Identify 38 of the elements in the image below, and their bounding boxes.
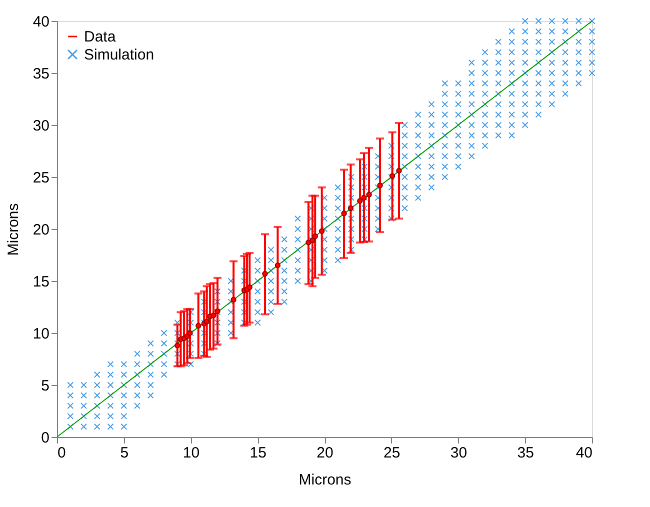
- x-tick-label: 15: [250, 444, 266, 462]
- point: [274, 262, 281, 268]
- x-tick-label: 40: [576, 444, 592, 462]
- point: [210, 312, 216, 318]
- point: [366, 192, 372, 198]
- point: [204, 318, 210, 324]
- x-tick-label: 5: [120, 444, 129, 462]
- y-tick-label: 35: [32, 66, 50, 82]
- x-tick-label: 20: [316, 444, 334, 462]
- y-tick-label: 15: [32, 274, 50, 290]
- y-tick-label: 20: [32, 222, 50, 238]
- point: [174, 342, 180, 348]
- point: [230, 296, 236, 303]
- y-tick-label: 30: [32, 118, 50, 134]
- y-tick-label: 25: [32, 170, 50, 186]
- point: [377, 182, 383, 188]
- point: [318, 228, 325, 234]
- legend-label: Simulation: [84, 46, 154, 64]
- point: [341, 210, 347, 216]
- y-tick-label: 40: [32, 14, 50, 30]
- x-tick-label: 30: [450, 444, 468, 462]
- point: [246, 284, 252, 290]
- point: [196, 322, 202, 329]
- x-tick-label: 10: [182, 444, 200, 462]
- x-axis-title: Microns: [298, 472, 352, 488]
- x-tick-label: 0: [58, 444, 66, 462]
- point: [312, 233, 318, 240]
- y-axis-title: Microns: [4, 203, 22, 256]
- point: [306, 240, 312, 246]
- x-tick-label: 25: [384, 444, 400, 462]
- y-tick-label: 10: [32, 326, 50, 342]
- y-tick-label: 0: [41, 430, 50, 446]
- point: [396, 168, 402, 174]
- point: [262, 270, 268, 277]
- legend-label: Data: [84, 28, 116, 46]
- x-tick-label: 35: [517, 444, 534, 462]
- point: [357, 198, 363, 204]
- y-tick-label: 5: [41, 378, 50, 394]
